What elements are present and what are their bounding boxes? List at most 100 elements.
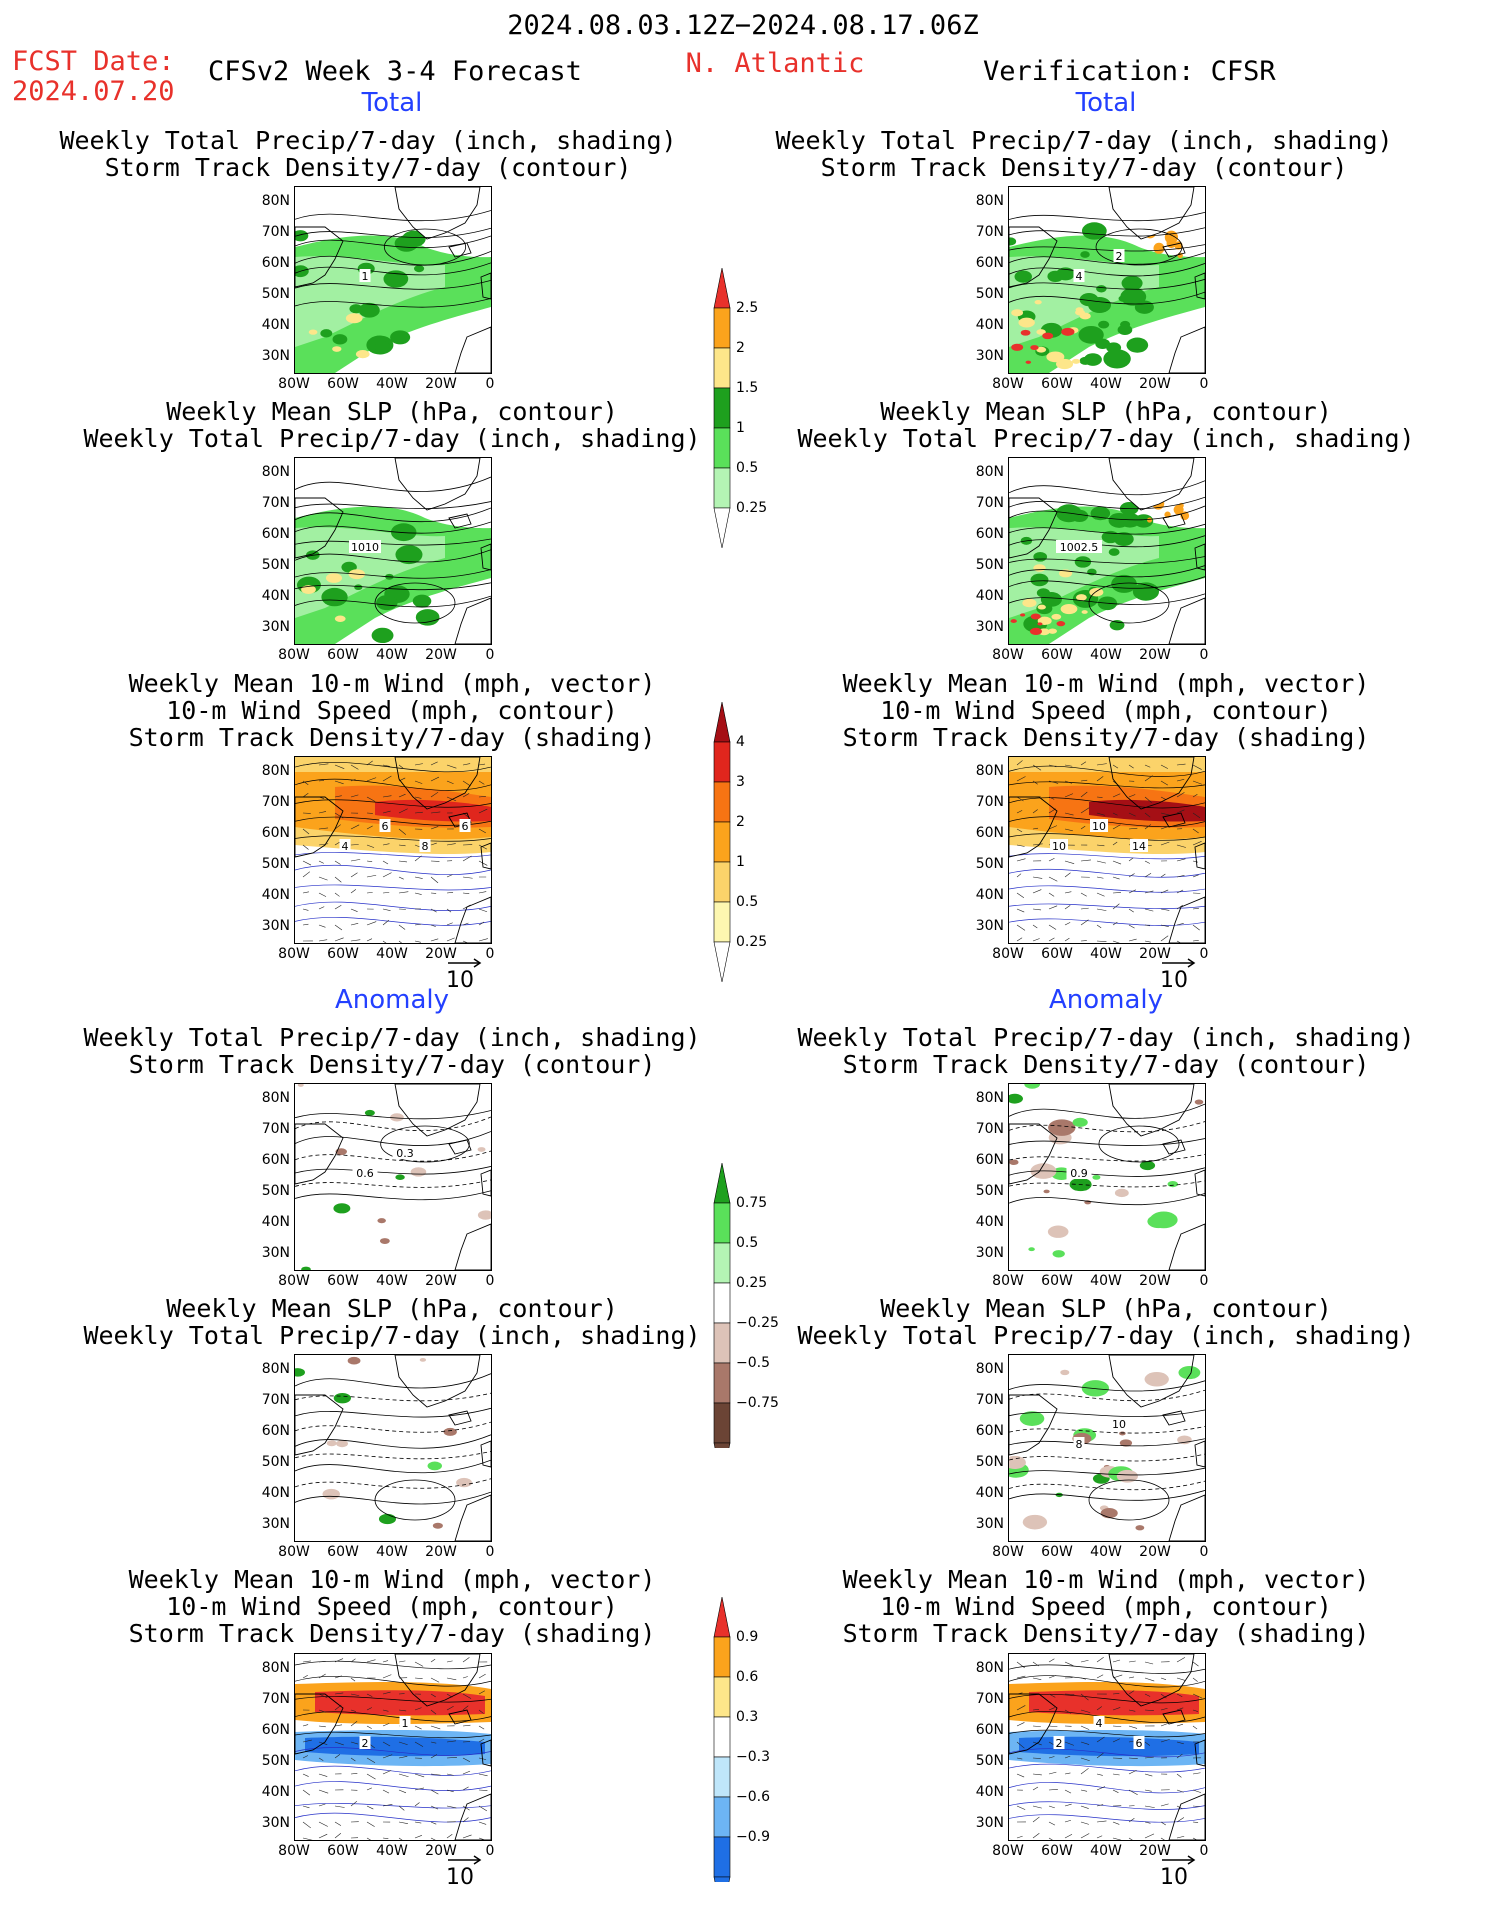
colorbar-tick-label: −0.6	[736, 1789, 770, 1805]
colorbar-tick-label: 0.3	[736, 1709, 759, 1725]
lat-tick-label: 50N	[261, 855, 290, 872]
lat-tick-label: 40N	[975, 1484, 1004, 1501]
vector-ref-label: 10	[446, 1865, 474, 1890]
model-title: CFSv2 Week 3-4 Forecast	[208, 56, 582, 87]
lat-tick-label: 70N	[975, 1690, 1004, 1707]
lat-tick-label: 60N	[261, 1721, 290, 1738]
colorbar-tick-label: 2	[736, 340, 745, 356]
lon-tick-label: 80W	[992, 1843, 1024, 1859]
colorbar-tick-label: −0.75	[736, 1395, 779, 1411]
lon-tick-label: 20W	[425, 1273, 457, 1289]
map-fc-anom-slp	[294, 1354, 492, 1542]
lon-tick-label: 60W	[1041, 647, 1073, 663]
lon-tick-label: 60W	[1041, 1843, 1073, 1859]
lat-tick-label: 80N	[261, 463, 290, 480]
lon-tick-label: 0	[485, 647, 495, 663]
lat-tick-label: 70N	[261, 494, 290, 511]
lat-tick-label: 60N	[975, 525, 1004, 542]
contour-label: 6	[1136, 1737, 1143, 1750]
lat-tick-label: 50N	[975, 285, 1004, 302]
lat-tick-label: 80N	[261, 762, 290, 779]
lat-tick-label: 30N	[261, 917, 290, 934]
lat-tick-label: 30N	[261, 1515, 290, 1532]
lon-tick-label: 80W	[278, 946, 310, 962]
lon-tick-label: 40W	[1090, 1544, 1122, 1560]
lat-tick-label: 60N	[261, 824, 290, 841]
lon-tick-label: 80W	[992, 1544, 1024, 1560]
contour-label: 8	[1076, 1438, 1083, 1451]
section-total-left: Total	[361, 88, 423, 118]
lat-tick-label: 30N	[261, 1244, 290, 1261]
lon-tick-label: 80W	[278, 376, 310, 392]
title-fc-total-slp: Weekly Mean SLP (hPa, contour) Weekly Tot…	[83, 397, 701, 453]
contour-label: 6	[382, 820, 389, 833]
colorbar-tick-label: 1	[736, 420, 745, 436]
lat-tick-label: 50N	[975, 1182, 1004, 1199]
lat-tick-label: 50N	[975, 556, 1004, 573]
colorbar-tick-label: 0.5	[736, 460, 759, 476]
lat-tick-label: 60N	[261, 1422, 290, 1439]
lat-tick-label: 40N	[261, 1484, 290, 1501]
lat-tick-label: 40N	[261, 316, 290, 333]
lat-tick-label: 70N	[261, 1391, 290, 1408]
lon-tick-label: 20W	[1139, 1843, 1171, 1859]
lat-tick-label: 50N	[261, 1453, 290, 1470]
lat-tick-label: 80N	[975, 192, 1004, 209]
map-ob-total-slp: 1002.5	[1008, 457, 1206, 645]
lon-tick-label: 20W	[1139, 647, 1171, 663]
lon-tick-label: 60W	[1041, 946, 1073, 962]
contour-label: 8	[422, 840, 429, 853]
lon-tick-label: 0	[1199, 1544, 1209, 1560]
lat-tick-label: 70N	[261, 223, 290, 240]
colorbar-precip-total	[713, 268, 731, 549]
lat-tick-label: 60N	[975, 1151, 1004, 1168]
colorbar-tick-label: −0.9	[736, 1829, 770, 1845]
lat-tick-label: 60N	[261, 525, 290, 542]
colorbar-tick-label: 1.5	[736, 380, 759, 396]
lat-tick-label: 40N	[975, 886, 1004, 903]
lat-tick-label: 40N	[975, 316, 1004, 333]
section-total-right: Total	[1075, 88, 1137, 118]
lon-tick-label: 20W	[1139, 946, 1171, 962]
colorbar-storm-anom	[713, 1597, 731, 1882]
lon-tick-label: 80W	[278, 1843, 310, 1859]
lat-tick-label: 70N	[975, 494, 1004, 511]
lon-tick-label: 60W	[1041, 376, 1073, 392]
lat-tick-label: 50N	[261, 1752, 290, 1769]
map-ob-total-wind: 10 10 14	[1008, 756, 1206, 944]
lon-tick-label: 0	[485, 1843, 495, 1859]
colorbar-tick-label: 0.25	[736, 934, 768, 950]
colorbar-tick-label: 3	[736, 774, 745, 790]
lat-tick-label: 40N	[261, 1213, 290, 1230]
lat-tick-label: 30N	[261, 347, 290, 364]
lon-tick-label: 80W	[278, 1273, 310, 1289]
lon-tick-label: 0	[485, 946, 495, 962]
colorbar-tick-label: 0.25	[736, 1275, 768, 1291]
map-ob-anom-slp: 8 10	[1008, 1354, 1206, 1542]
lat-tick-label: 40N	[975, 1213, 1004, 1230]
date-range: 2024.08.03.12Z−2024.08.17.06Z	[507, 10, 979, 41]
lon-tick-label: 80W	[992, 647, 1024, 663]
lon-tick-label: 0	[1199, 1273, 1209, 1289]
lat-tick-label: 70N	[975, 1391, 1004, 1408]
lat-tick-label: 80N	[261, 1360, 290, 1377]
lat-tick-label: 30N	[975, 917, 1004, 934]
lon-tick-label: 40W	[1090, 946, 1122, 962]
lat-tick-label: 40N	[261, 587, 290, 604]
lat-tick-label: 30N	[975, 347, 1004, 364]
contour-label: 0.9	[1070, 1167, 1088, 1180]
title-ob-anom-precip: Weekly Total Precip/7-day (inch, shading…	[797, 1023, 1415, 1079]
title-fc-total-precip: Weekly Total Precip/7-day (inch, shading…	[59, 126, 677, 182]
lat-tick-label: 80N	[975, 1360, 1004, 1377]
contour-label: 14	[1132, 840, 1146, 853]
lon-tick-label: 40W	[376, 1273, 408, 1289]
contour-label: 0.3	[396, 1147, 414, 1160]
lat-tick-label: 60N	[975, 824, 1004, 841]
lon-tick-label: 20W	[425, 946, 457, 962]
vector-ref-label: 10	[1160, 1865, 1188, 1890]
colorbar-tick-label: 2.5	[736, 300, 759, 316]
contour-label: 2	[1116, 250, 1123, 263]
lat-tick-label: 50N	[261, 556, 290, 573]
lat-tick-label: 80N	[261, 192, 290, 209]
